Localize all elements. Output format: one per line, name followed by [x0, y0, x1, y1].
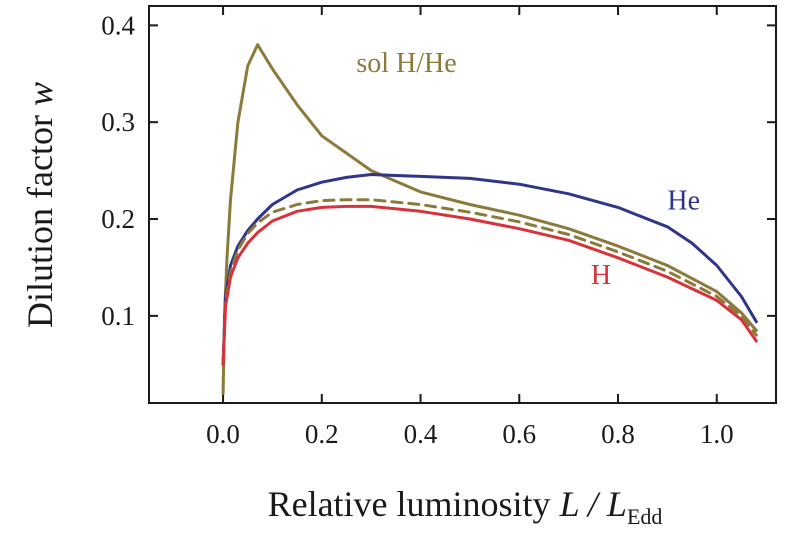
x-axis-title: Relative luminosity L / LEdd: [268, 484, 663, 529]
series-label-sol-h-he: sol H/He: [356, 48, 456, 79]
y-axis-title-variable: w: [20, 82, 60, 106]
x-tick-label: 0.2: [305, 419, 339, 449]
y-tick-label: 0.4: [101, 10, 135, 40]
series-line-h: [221, 204, 758, 366]
series-line-he: [221, 173, 758, 366]
tick-labels: 0.0 0.2 0.4 0.6 0.8 1.0 0.1 0.2 0.3 0.4: [101, 10, 733, 449]
y-tick-label: 0.2: [101, 204, 135, 234]
series-line-dashed-2: [221, 198, 758, 366]
x-axis-title-subscript: Edd: [627, 504, 662, 529]
y-axis-title: Dilution factor w: [20, 82, 60, 328]
series-label-h: H: [591, 260, 611, 291]
x-tick-label: 0.6: [502, 419, 536, 449]
x-tick-label: 0.4: [404, 419, 438, 449]
series-annotations: sol H/He He H: [356, 48, 700, 291]
plot-frame: [148, 5, 777, 404]
y-axis-title-main: Dilution factor: [20, 106, 60, 328]
x-tick-label: 0.0: [206, 419, 240, 449]
axis-ticks: [149, 6, 776, 403]
series-line-sol-h-he: [221, 43, 758, 395]
series-label-he: He: [667, 185, 700, 216]
x-tick-label: 1.0: [700, 419, 734, 449]
y-tick-label: 0.1: [101, 301, 135, 331]
x-axis-title-main: Relative luminosity: [268, 484, 560, 524]
y-tick-label: 0.3: [101, 107, 135, 137]
x-tick-label: 0.8: [601, 419, 635, 449]
x-axis-title-variable: L / L: [559, 484, 627, 524]
series-lines: [221, 43, 758, 395]
